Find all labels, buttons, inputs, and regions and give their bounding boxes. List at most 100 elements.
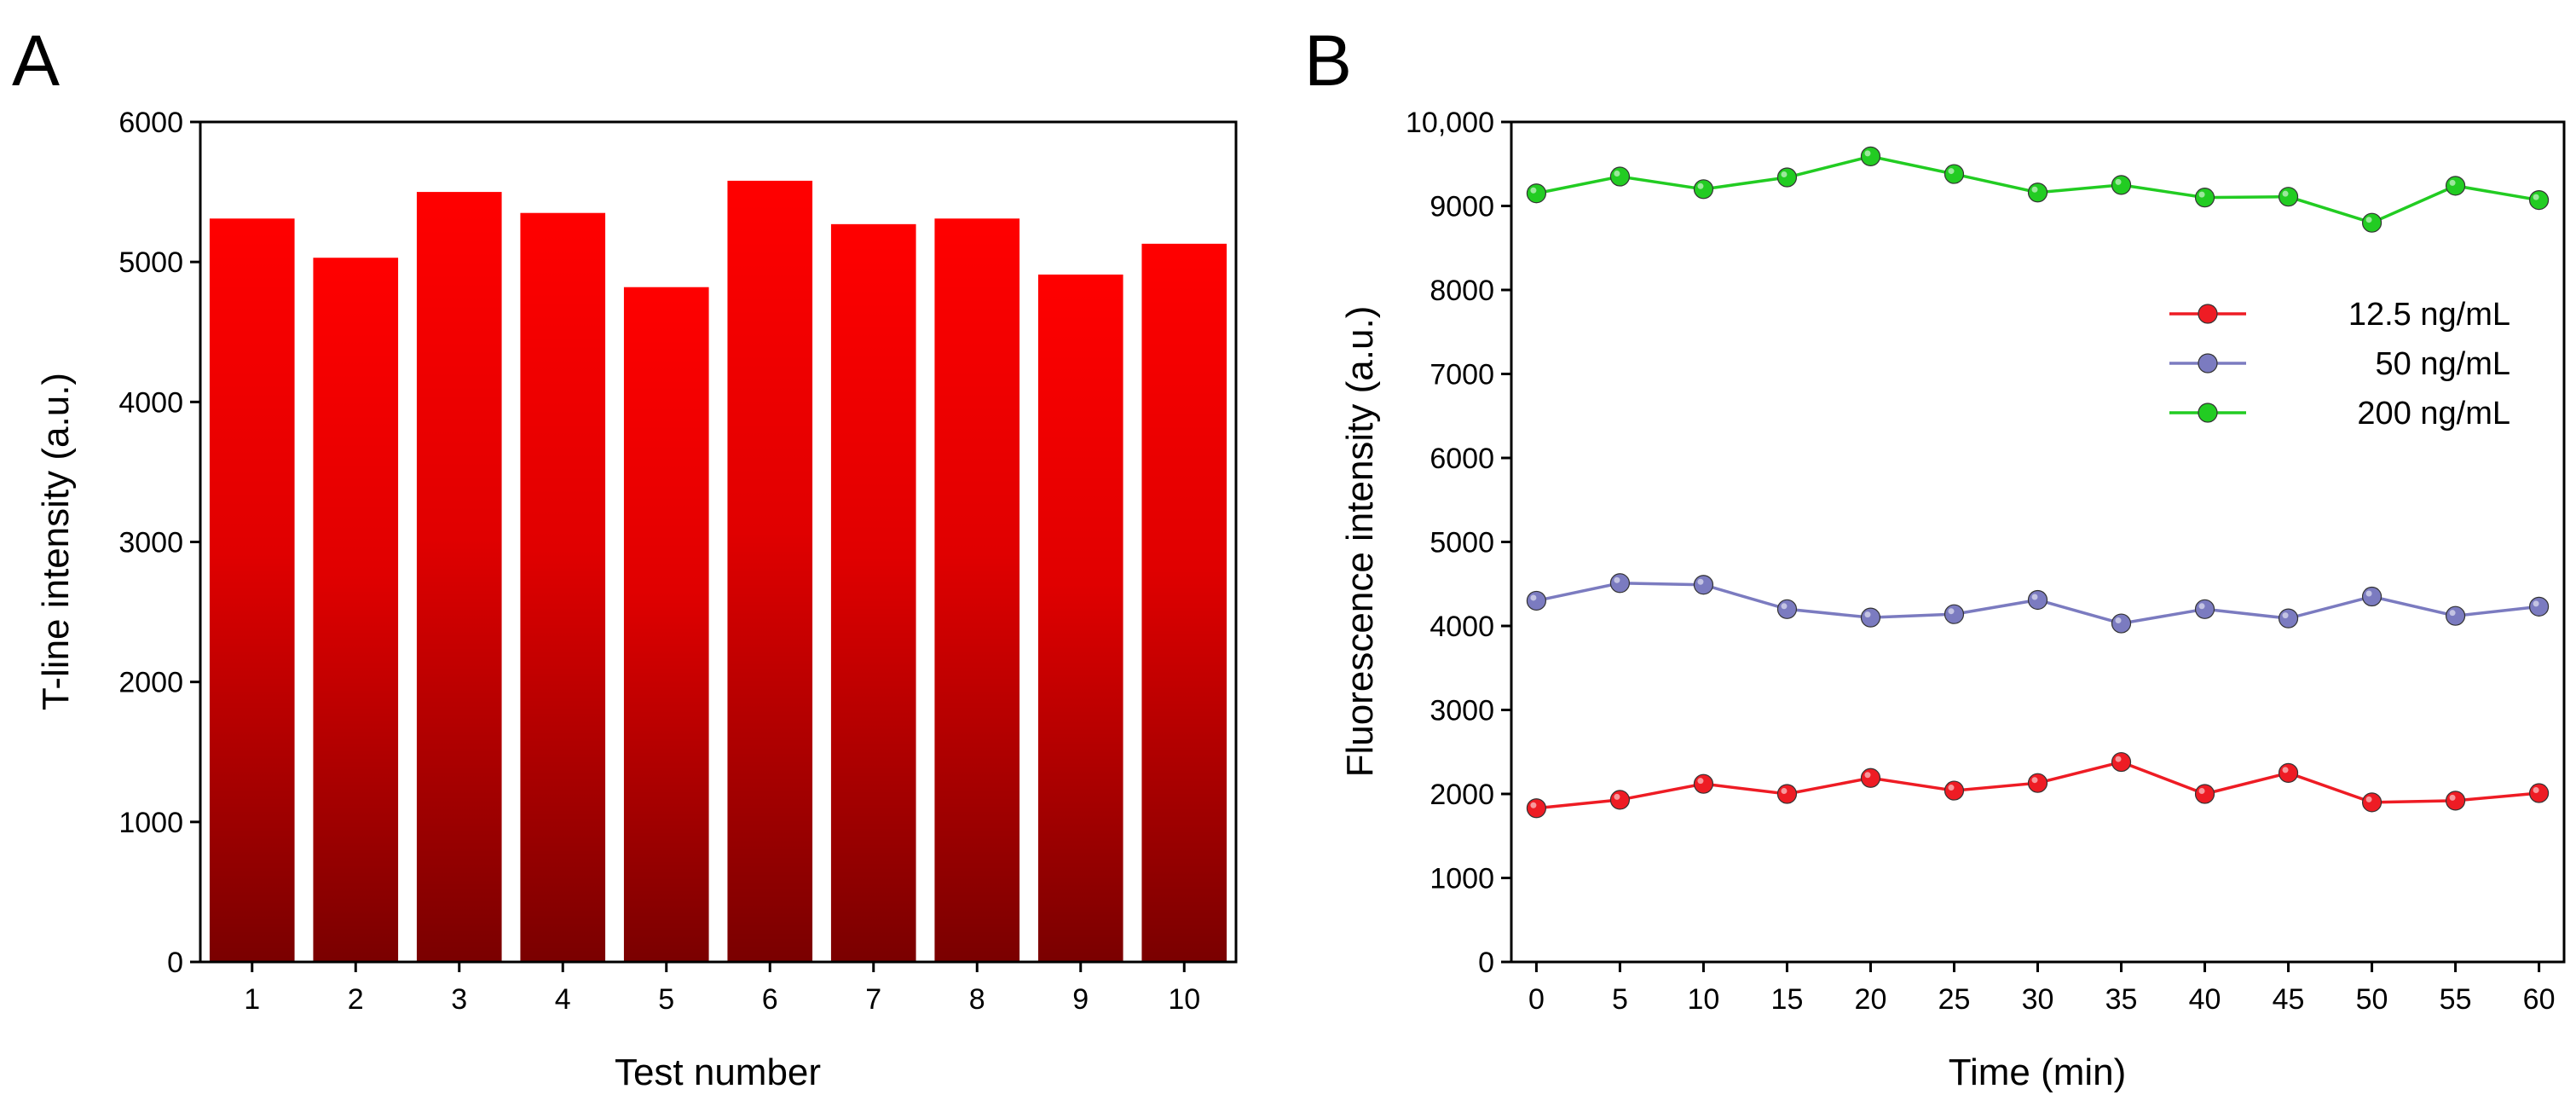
data-point-highlight [1697, 778, 1704, 785]
data-point [1944, 604, 1965, 624]
data-point-highlight [1948, 785, 1955, 791]
data-point [1526, 798, 1547, 819]
bar-6 [727, 180, 813, 962]
x-axis-title-a: Test number [615, 1051, 821, 1093]
legend: 12.5 ng/mL 50 ng/mL 200 ng/mL [2169, 297, 2510, 432]
data-point-highlight [1697, 182, 1704, 189]
y-axis-title-b: Fluorescence intensity (a.u.) [1339, 306, 1381, 778]
data-point-highlight [1614, 576, 1620, 583]
data-point [1693, 575, 1714, 595]
data-point-highlight [2031, 186, 2038, 193]
data-point-highlight [1530, 187, 1537, 194]
y-axis-title-a: T-line intensity (a.u.) [35, 373, 77, 710]
data-point [1609, 790, 1631, 810]
data-point [2445, 791, 2466, 811]
x-tick-label-b: 20 [1855, 983, 1887, 1016]
y-tick-label-b: 10,000 [1406, 107, 1494, 139]
y-tick-label-a: 6000 [118, 107, 183, 139]
data-point [1944, 780, 1965, 801]
y-tick-label-b: 3000 [1430, 695, 1494, 727]
x-tick-label-a: 1 [244, 983, 260, 1016]
data-point-highlight [2115, 617, 2122, 624]
data-point-highlight [1781, 171, 1788, 178]
legend-label: 12.5 ng/mL [2348, 297, 2510, 333]
x-tick-label-a: 6 [762, 983, 778, 1016]
y-tick-label-b: 5000 [1430, 527, 1494, 559]
x-axis-title-b: Time (min) [1949, 1051, 2127, 1093]
legend-item-0: 12.5 ng/mL [2169, 297, 2510, 333]
data-point-highlight [2533, 600, 2539, 607]
data-point-highlight [2365, 217, 2372, 223]
legend-marker [2198, 304, 2218, 324]
data-point [2278, 608, 2299, 629]
data-point [2361, 212, 2383, 233]
bar-2 [313, 258, 399, 962]
data-point-highlight [2115, 756, 2122, 762]
series-1 [1526, 573, 2550, 634]
data-point-highlight [2198, 191, 2205, 198]
x-tick-label-b: 60 [2523, 983, 2556, 1016]
data-point-highlight [2533, 194, 2539, 200]
y-axis-a: 0 1000 2000 3000 4000 5000 6000 [118, 107, 200, 979]
bar-9 [1037, 274, 1123, 963]
y-tick-label-a: 5000 [118, 246, 183, 279]
data-point [2445, 605, 2466, 626]
y-tick-label-a: 3000 [118, 527, 183, 559]
data-point [1609, 573, 1631, 594]
data-point-highlight [1530, 594, 1537, 601]
series-2 [1526, 146, 2550, 233]
legend-item-2: 200 ng/mL [2169, 396, 2510, 432]
bar-chart-a: 0 1000 2000 3000 4000 5000 6000 1 2 3 4 5 6 7 8 9 10 T-… [35, 107, 1238, 1093]
y-tick-label-b: 1000 [1430, 863, 1494, 895]
data-point-highlight [1781, 603, 1788, 610]
y-tick-label-b: 4000 [1430, 611, 1494, 643]
data-point [2111, 751, 2132, 773]
panel-a-letter: A [12, 20, 60, 101]
x-tick-label-b: 0 [1528, 983, 1545, 1016]
legend-label: 200 ng/mL [2357, 396, 2510, 432]
data-point [2194, 188, 2215, 208]
x-tick-label-a: 5 [658, 983, 674, 1016]
y-tick-label-b: 0 [1478, 947, 1494, 979]
data-point-highlight [2533, 787, 2539, 794]
y-tick-label-a: 0 [167, 947, 183, 979]
data-point [1944, 164, 1965, 184]
data-point [2111, 613, 2132, 634]
bar-5 [623, 287, 709, 962]
y-tick-label-a: 4000 [118, 386, 183, 419]
x-tick-label-b: 25 [1938, 983, 1971, 1016]
data-point [1776, 784, 1798, 804]
data-point [1609, 166, 1631, 187]
data-point [1776, 599, 1798, 619]
data-point-highlight [2198, 603, 2205, 610]
x-tick-label-a: 2 [348, 983, 364, 1016]
y-tick-label-b: 7000 [1430, 359, 1494, 391]
x-tick-label-a: 9 [1072, 983, 1089, 1016]
data-point [2361, 792, 2383, 813]
bar-7 [830, 223, 916, 962]
data-point-highlight [1948, 608, 1955, 615]
x-tick-label-b: 45 [2273, 983, 2305, 1016]
data-point-highlight [1697, 578, 1704, 585]
data-point [2528, 190, 2550, 211]
data-point [1860, 607, 1881, 628]
x-axis-b: 0 5 10 15 20 25 30 35 40 45 50 55 60 [1528, 962, 2556, 1016]
data-point-highlight [1948, 168, 1955, 175]
legend-item-1: 50 ng/mL [2169, 346, 2510, 382]
x-tick-label-b: 35 [2105, 983, 2138, 1016]
data-point [2528, 783, 2550, 803]
data-point-highlight [2282, 190, 2289, 197]
data-point-highlight [1864, 611, 1871, 618]
bar-10 [1141, 243, 1227, 962]
legend-marker [2198, 353, 2218, 374]
data-point-highlight [2449, 179, 2456, 186]
data-point [1526, 183, 1547, 204]
data-point [2528, 596, 2550, 617]
x-axis-a: 1 2 3 4 5 6 7 8 9 10 [244, 962, 1200, 1016]
data-point-highlight [1781, 788, 1788, 794]
data-point [1860, 768, 1881, 788]
data-point [1693, 773, 1714, 794]
y-tick-label-b: 6000 [1430, 443, 1494, 475]
y-axis-b: 0 1000 2000 3000 4000 5000 6000 7000 8000 9000 10,… [1406, 107, 1511, 979]
